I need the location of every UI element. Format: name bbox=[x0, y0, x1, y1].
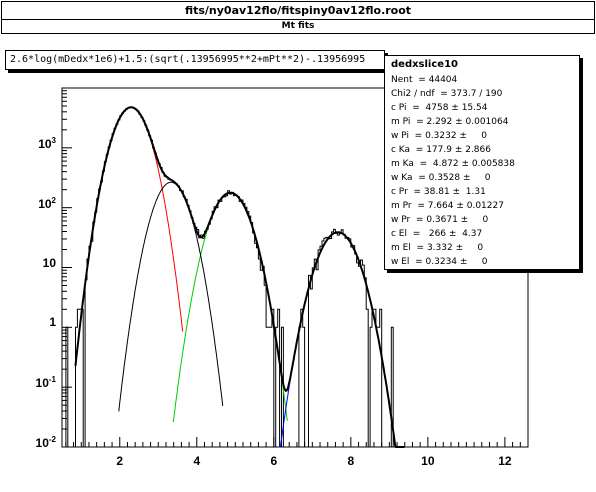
y-tick-label: 10 bbox=[42, 255, 56, 270]
canvas-title: fits/ny0av12flo/fitspiny0av12flo.root bbox=[184, 4, 412, 17]
title-separator bbox=[2, 19, 594, 20]
stats-row: c Ka = 177.9 ± 2.866 bbox=[391, 145, 491, 155]
x-tick-label: 12 bbox=[498, 454, 512, 468]
y-tick-label: 10-1 bbox=[35, 375, 56, 391]
y-tick-label: 103 bbox=[38, 135, 56, 151]
stats-row: w Ka = 0.3528 ± 0 bbox=[391, 173, 491, 183]
component-curve-el bbox=[118, 181, 224, 412]
stats-row: Nent = 44404 bbox=[391, 75, 458, 85]
stats-row: m Ka = 4.872 ± 0.005838 bbox=[391, 159, 515, 169]
stats-box: dedxslice10 Nent = 44404 Chi2 / ndf = 373… bbox=[384, 55, 580, 270]
stats-title: dedxslice10 bbox=[391, 59, 458, 70]
stats-row: w Pr = 0.3671 ± 0 bbox=[391, 215, 489, 225]
stats-row: w Pi = 0.3232 ± 0 bbox=[391, 131, 487, 141]
stats-row: m Pi = 2.292 ± 0.001064 bbox=[391, 117, 509, 127]
stats-row: m El = 3.332 ± 0 bbox=[391, 243, 484, 253]
stats-row: Chi2 / ndf = 373.7 / 190 bbox=[391, 89, 503, 99]
x-tick-label: 8 bbox=[347, 454, 355, 468]
draw-expression-box: 2.6*log(mDedx*1e6)+1.5:(sqrt(.13956995**… bbox=[5, 50, 385, 70]
stats-row: c Pr = 38.81 ± 1.31 bbox=[391, 187, 486, 197]
x-tick-label: 4 bbox=[193, 454, 201, 468]
x-tick-label: 10 bbox=[421, 454, 435, 468]
stats-row: w El = 0.3234 ± 0 bbox=[391, 257, 488, 267]
y-tick-label: 1 bbox=[49, 315, 56, 330]
stats-row: c Pi = 4758 ± 15.54 bbox=[391, 103, 488, 113]
y-tick-label: 102 bbox=[38, 195, 56, 211]
x-tick-label: 6 bbox=[270, 454, 278, 468]
y-tick-label: 10-2 bbox=[35, 435, 56, 450]
canvas-title-bar: fits/ny0av12flo/fitspiny0av12flo.root Mt… bbox=[1, 1, 595, 34]
x-tick-label: 2 bbox=[116, 454, 124, 468]
total-fit-curve bbox=[74, 106, 405, 448]
stats-row: m Pr = 7.664 ± 0.01227 bbox=[391, 201, 504, 211]
canvas-subtitle: Mt fits bbox=[281, 21, 315, 31]
stats-row: c El = 266 ± 4.37 bbox=[391, 229, 483, 239]
